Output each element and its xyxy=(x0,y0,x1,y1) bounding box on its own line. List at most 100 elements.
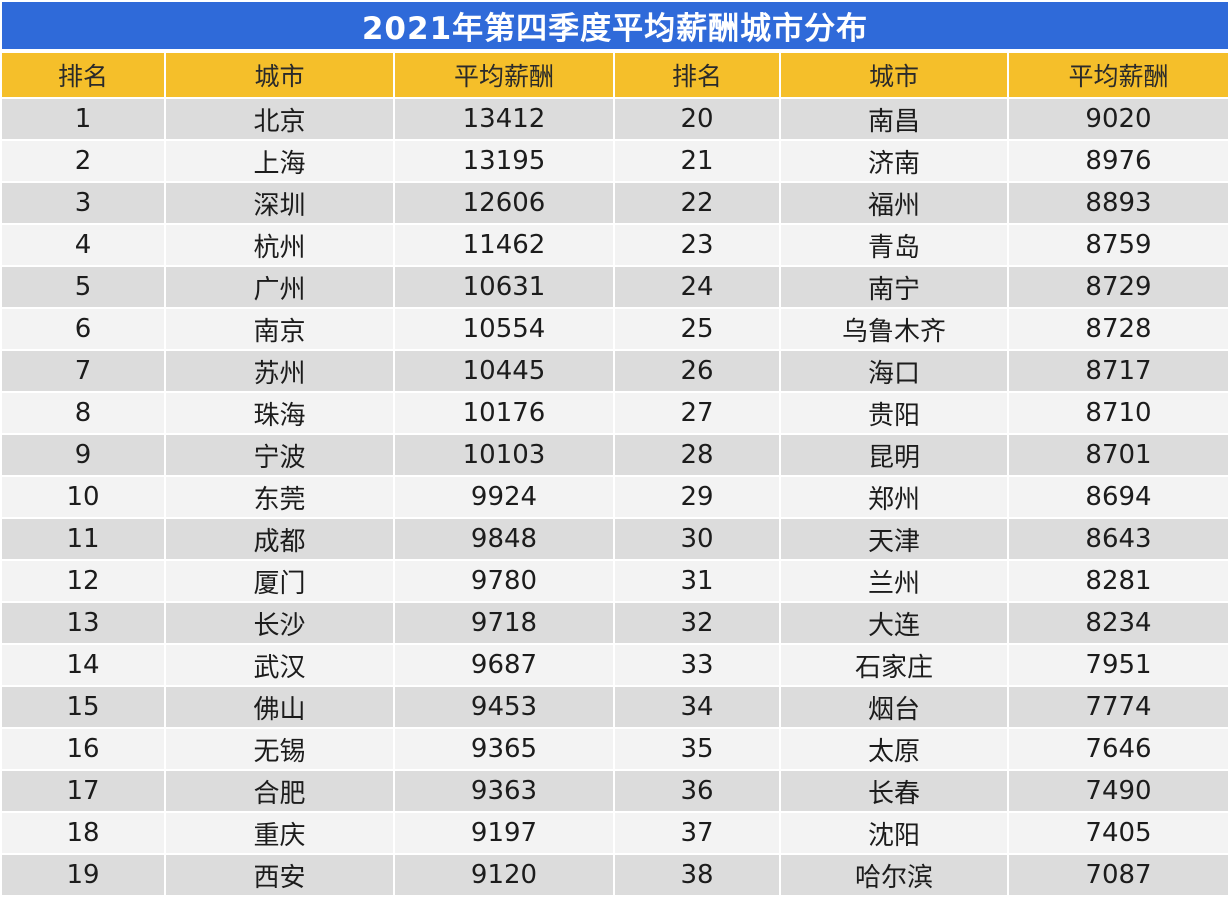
rank-right-cell: 36 xyxy=(615,771,781,813)
city-left-cell: 广州 xyxy=(166,267,395,309)
table-row: 5 广州 10631 24 南宁 8729 xyxy=(2,267,1228,309)
table-row: 14 武汉 9687 33 石家庄 7951 xyxy=(2,645,1228,687)
salary-right-cell: 7490 xyxy=(1009,771,1228,813)
rank-left-cell: 15 xyxy=(2,687,166,729)
header-city-left: 城市 xyxy=(166,53,395,99)
rank-left-cell: 17 xyxy=(2,771,166,813)
city-left-cell: 重庆 xyxy=(166,813,395,855)
salary-right-cell: 8694 xyxy=(1009,477,1228,519)
table-row: 16 无锡 9365 35 太原 7646 xyxy=(2,729,1228,771)
rank-left-cell: 1 xyxy=(2,99,166,141)
title-bar: 2021年第四季度平均薪酬城市分布 xyxy=(2,2,1228,49)
city-right-cell: 烟台 xyxy=(781,687,1009,729)
salary-left-cell: 9687 xyxy=(395,645,615,687)
city-left-cell: 杭州 xyxy=(166,225,395,267)
salary-left-cell: 9365 xyxy=(395,729,615,771)
salary-right-cell: 8281 xyxy=(1009,561,1228,603)
rank-right-cell: 25 xyxy=(615,309,781,351)
rank-right-cell: 33 xyxy=(615,645,781,687)
salary-left-cell: 9120 xyxy=(395,855,615,897)
table-row: 17 合肥 9363 36 长春 7490 xyxy=(2,771,1228,813)
rank-right-cell: 24 xyxy=(615,267,781,309)
table-row: 10 东莞 9924 29 郑州 8694 xyxy=(2,477,1228,519)
city-right-cell: 青岛 xyxy=(781,225,1009,267)
table-row: 1 北京 13412 20 南昌 9020 xyxy=(2,99,1228,141)
salary-right-cell: 8759 xyxy=(1009,225,1228,267)
salary-right-cell: 9020 xyxy=(1009,99,1228,141)
salary-right-cell: 7774 xyxy=(1009,687,1228,729)
rank-left-cell: 6 xyxy=(2,309,166,351)
salary-right-cell: 8643 xyxy=(1009,519,1228,561)
city-right-cell: 济南 xyxy=(781,141,1009,183)
salary-right-cell: 7405 xyxy=(1009,813,1228,855)
rank-left-cell: 13 xyxy=(2,603,166,645)
salary-left-cell: 9924 xyxy=(395,477,615,519)
city-left-cell: 深圳 xyxy=(166,183,395,225)
table-row: 6 南京 10554 25 乌鲁木齐 8728 xyxy=(2,309,1228,351)
rank-left-cell: 16 xyxy=(2,729,166,771)
rank-right-cell: 34 xyxy=(615,687,781,729)
city-left-cell: 无锡 xyxy=(166,729,395,771)
city-right-cell: 南昌 xyxy=(781,99,1009,141)
city-left-cell: 长沙 xyxy=(166,603,395,645)
salary-right-cell: 8728 xyxy=(1009,309,1228,351)
city-left-cell: 西安 xyxy=(166,855,395,897)
table-row: 3 深圳 12606 22 福州 8893 xyxy=(2,183,1228,225)
rank-right-cell: 31 xyxy=(615,561,781,603)
city-left-cell: 宁波 xyxy=(166,435,395,477)
city-right-cell: 大连 xyxy=(781,603,1009,645)
rank-right-cell: 35 xyxy=(615,729,781,771)
salary-left-cell: 9197 xyxy=(395,813,615,855)
rank-left-cell: 11 xyxy=(2,519,166,561)
city-right-cell: 天津 xyxy=(781,519,1009,561)
table-row: 12 厦门 9780 31 兰州 8281 xyxy=(2,561,1228,603)
header-rank-right: 排名 xyxy=(615,53,781,99)
table-header-row: 排名 城市 平均薪酬 排名 城市 平均薪酬 xyxy=(2,53,1228,99)
city-right-cell: 海口 xyxy=(781,351,1009,393)
table-row: 4 杭州 11462 23 青岛 8759 xyxy=(2,225,1228,267)
city-right-cell: 郑州 xyxy=(781,477,1009,519)
header-rank-left: 排名 xyxy=(2,53,166,99)
rank-right-cell: 28 xyxy=(615,435,781,477)
rank-left-cell: 2 xyxy=(2,141,166,183)
page-title: 2021年第四季度平均薪酬城市分布 xyxy=(361,11,869,47)
rank-right-cell: 38 xyxy=(615,855,781,897)
rank-left-cell: 12 xyxy=(2,561,166,603)
header-salary-right: 平均薪酬 xyxy=(1009,53,1228,99)
rank-right-cell: 21 xyxy=(615,141,781,183)
rank-right-cell: 26 xyxy=(615,351,781,393)
city-right-cell: 太原 xyxy=(781,729,1009,771)
rank-left-cell: 5 xyxy=(2,267,166,309)
city-left-cell: 合肥 xyxy=(166,771,395,813)
table-row: 13 长沙 9718 32 大连 8234 xyxy=(2,603,1228,645)
rank-right-cell: 30 xyxy=(615,519,781,561)
salary-right-cell: 8234 xyxy=(1009,603,1228,645)
rank-left-cell: 3 xyxy=(2,183,166,225)
salary-left-cell: 10631 xyxy=(395,267,615,309)
salary-left-cell: 13412 xyxy=(395,99,615,141)
rank-right-cell: 27 xyxy=(615,393,781,435)
header-city-right: 城市 xyxy=(781,53,1009,99)
city-left-cell: 佛山 xyxy=(166,687,395,729)
table-body: 1 北京 13412 20 南昌 9020 2 上海 13195 21 济南 8976 3 深圳 12606… xyxy=(2,99,1228,897)
rank-right-cell: 32 xyxy=(615,603,781,645)
table-row: 8 珠海 10176 27 贵阳 8710 xyxy=(2,393,1228,435)
header-salary-left: 平均薪酬 xyxy=(395,53,615,99)
city-left-cell: 厦门 xyxy=(166,561,395,603)
city-right-cell: 乌鲁木齐 xyxy=(781,309,1009,351)
table-row: 9 宁波 10103 28 昆明 8701 xyxy=(2,435,1228,477)
city-left-cell: 东莞 xyxy=(166,477,395,519)
table-row: 18 重庆 9197 37 沈阳 7405 xyxy=(2,813,1228,855)
salary-left-cell: 10176 xyxy=(395,393,615,435)
rank-right-cell: 37 xyxy=(615,813,781,855)
salary-left-cell: 13195 xyxy=(395,141,615,183)
rank-left-cell: 8 xyxy=(2,393,166,435)
rank-left-cell: 19 xyxy=(2,855,166,897)
salary-table: 排名 城市 平均薪酬 排名 城市 平均薪酬 1 北京 13412 20 南昌 9020 2 上… xyxy=(2,53,1228,897)
city-left-cell: 南京 xyxy=(166,309,395,351)
salary-left-cell: 10103 xyxy=(395,435,615,477)
rank-left-cell: 9 xyxy=(2,435,166,477)
city-right-cell: 贵阳 xyxy=(781,393,1009,435)
salary-right-cell: 7951 xyxy=(1009,645,1228,687)
